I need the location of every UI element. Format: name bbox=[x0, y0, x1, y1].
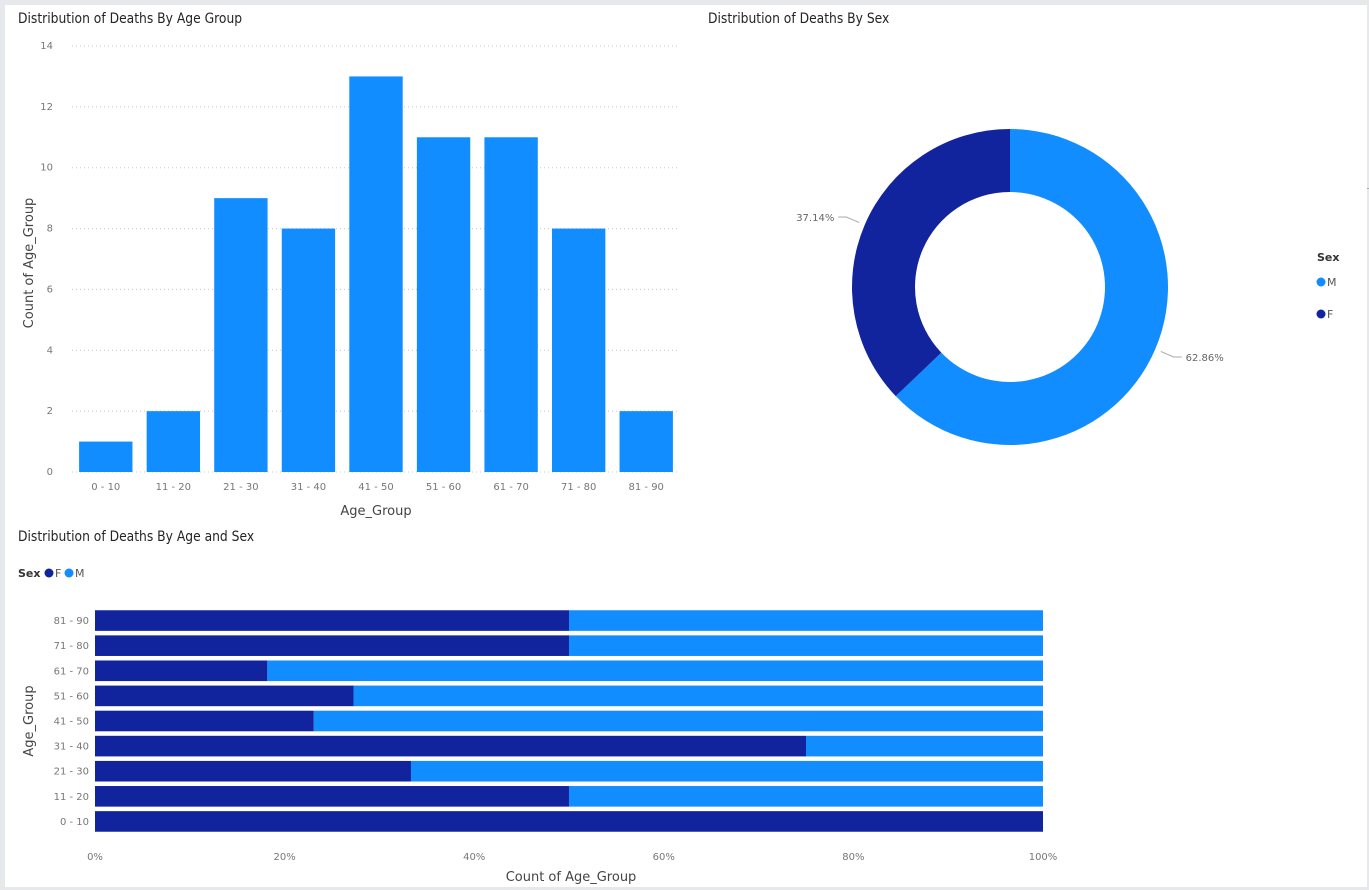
x-tick-label: 40% bbox=[463, 852, 485, 863]
y-tick-label: 12 bbox=[40, 102, 53, 113]
legend-marker-m bbox=[64, 568, 74, 578]
y-tick-label: 21 - 30 bbox=[54, 767, 89, 778]
data-label-f: 37.14% bbox=[796, 213, 834, 224]
data-label-m: 62.86% bbox=[1186, 353, 1224, 364]
bar-segment-m bbox=[313, 710, 1043, 732]
legend-label-f: F bbox=[55, 567, 61, 580]
bar-segment-f bbox=[95, 811, 1043, 832]
donut-slice-m bbox=[895, 129, 1168, 445]
legend-label-m: M bbox=[1327, 276, 1337, 289]
x-tick-label: 80% bbox=[842, 852, 864, 863]
y-tick-label: 2 bbox=[47, 406, 53, 417]
y-tick-label: 10 bbox=[40, 163, 53, 174]
y-tick-label: 81 - 90 bbox=[54, 616, 89, 627]
legend-title: Sex bbox=[18, 567, 40, 580]
y-tick-label: 8 bbox=[47, 224, 53, 235]
bar-41-50 bbox=[349, 76, 403, 472]
y-tick-label: 51 - 60 bbox=[54, 691, 89, 702]
bar-51-60 bbox=[416, 137, 471, 473]
donut-slice-f bbox=[852, 129, 1010, 397]
bar-segment-m bbox=[569, 610, 1043, 631]
report-canvas: Distribution of Deaths By Age Group Dist… bbox=[5, 5, 1369, 887]
x-tick-label: 100% bbox=[1029, 852, 1058, 863]
y-tick-label: 71 - 80 bbox=[54, 641, 89, 652]
legend-label-f: F bbox=[1327, 308, 1333, 321]
bar-81-90 bbox=[619, 411, 673, 472]
bar-segment-f bbox=[95, 710, 314, 732]
legend-marker-f bbox=[1316, 309, 1326, 319]
bar-0-10 bbox=[79, 441, 133, 472]
leader-line bbox=[1160, 351, 1182, 358]
bar-segment-f bbox=[95, 685, 354, 707]
age-group-bar-chart: 0 2 4 6 8 10 12 14 0 - 10 11 - 20 21 - 30 31 - 40 41… bbox=[22, 41, 680, 519]
y-tick-label: 61 - 70 bbox=[54, 666, 89, 677]
y-axis-title: Count of Age_Group bbox=[22, 198, 37, 329]
y-tick-label: 0 - 10 bbox=[60, 817, 89, 828]
bar-segment-m bbox=[353, 685, 1043, 707]
x-tick-label: 31 - 40 bbox=[291, 482, 326, 493]
legend-marker-m bbox=[1316, 277, 1326, 287]
age-chart-title: Distribution of Deaths By Age Group bbox=[18, 11, 243, 27]
sex-chart-title: Distribution of Deaths By Sex bbox=[708, 11, 890, 27]
y-tick-label: 41 - 50 bbox=[54, 717, 89, 728]
bar-21-30 bbox=[214, 198, 268, 472]
y-tick-label: 31 - 40 bbox=[54, 742, 89, 753]
bar-segment-f bbox=[95, 786, 569, 807]
x-tick-label: 20% bbox=[273, 852, 295, 863]
x-tick-label: 60% bbox=[653, 852, 675, 863]
x-tick-label: 21 - 30 bbox=[223, 482, 258, 493]
x-axis-title: Count of Age_Group bbox=[506, 870, 637, 885]
bar-31-40 bbox=[281, 228, 336, 472]
age-sex-stacked-chart: Sex F M 81 - 90 71 - 80 61 - 70 51 - 60 41 - 50… bbox=[18, 567, 1058, 885]
x-tick-label: 81 - 90 bbox=[629, 482, 664, 493]
legend-title: Sex bbox=[1317, 251, 1339, 264]
x-tick-label: 61 - 70 bbox=[493, 482, 528, 493]
bar-segment-m bbox=[410, 760, 1044, 782]
legend-label-m: M bbox=[75, 567, 85, 580]
legend-marker-f bbox=[44, 568, 54, 578]
y-tick-label: 14 bbox=[40, 41, 53, 52]
bar-segment-f bbox=[95, 610, 569, 631]
x-tick-label: 0% bbox=[87, 852, 103, 863]
age-sex-chart-title: Distribution of Deaths By Age and Sex bbox=[18, 529, 255, 545]
bar-11-20 bbox=[146, 411, 201, 472]
x-tick-label: 51 - 60 bbox=[426, 482, 461, 493]
bar-71-80 bbox=[551, 228, 606, 472]
x-tick-label: 41 - 50 bbox=[358, 482, 393, 493]
bar-segment-f bbox=[95, 660, 268, 682]
bar-segment-f bbox=[95, 735, 806, 757]
x-tick-label: 71 - 80 bbox=[561, 482, 596, 493]
leader-line bbox=[838, 216, 860, 223]
bar-segment-f bbox=[95, 760, 411, 782]
sex-donut-chart: 62.86% 37.14% Sex M F bbox=[796, 129, 1339, 445]
y-tick-label: 6 bbox=[47, 284, 53, 295]
edge-tick bbox=[1367, 188, 1369, 189]
x-tick-label: 11 - 20 bbox=[156, 482, 191, 493]
bar-61-70 bbox=[484, 137, 538, 473]
bar-segment-m bbox=[569, 635, 1043, 656]
bar-segment-f bbox=[95, 635, 569, 656]
y-tick-label: 11 - 20 bbox=[54, 792, 89, 803]
x-axis-title: Age_Group bbox=[340, 504, 411, 519]
bar-segment-m bbox=[569, 786, 1043, 807]
x-tick-label: 0 - 10 bbox=[91, 482, 120, 493]
bar-segment-m bbox=[806, 735, 1043, 757]
y-tick-label: 0 bbox=[47, 467, 53, 478]
y-tick-label: 4 bbox=[47, 345, 53, 356]
bar-segment-m bbox=[267, 660, 1043, 682]
y-axis-title: Age_Group bbox=[22, 685, 37, 756]
